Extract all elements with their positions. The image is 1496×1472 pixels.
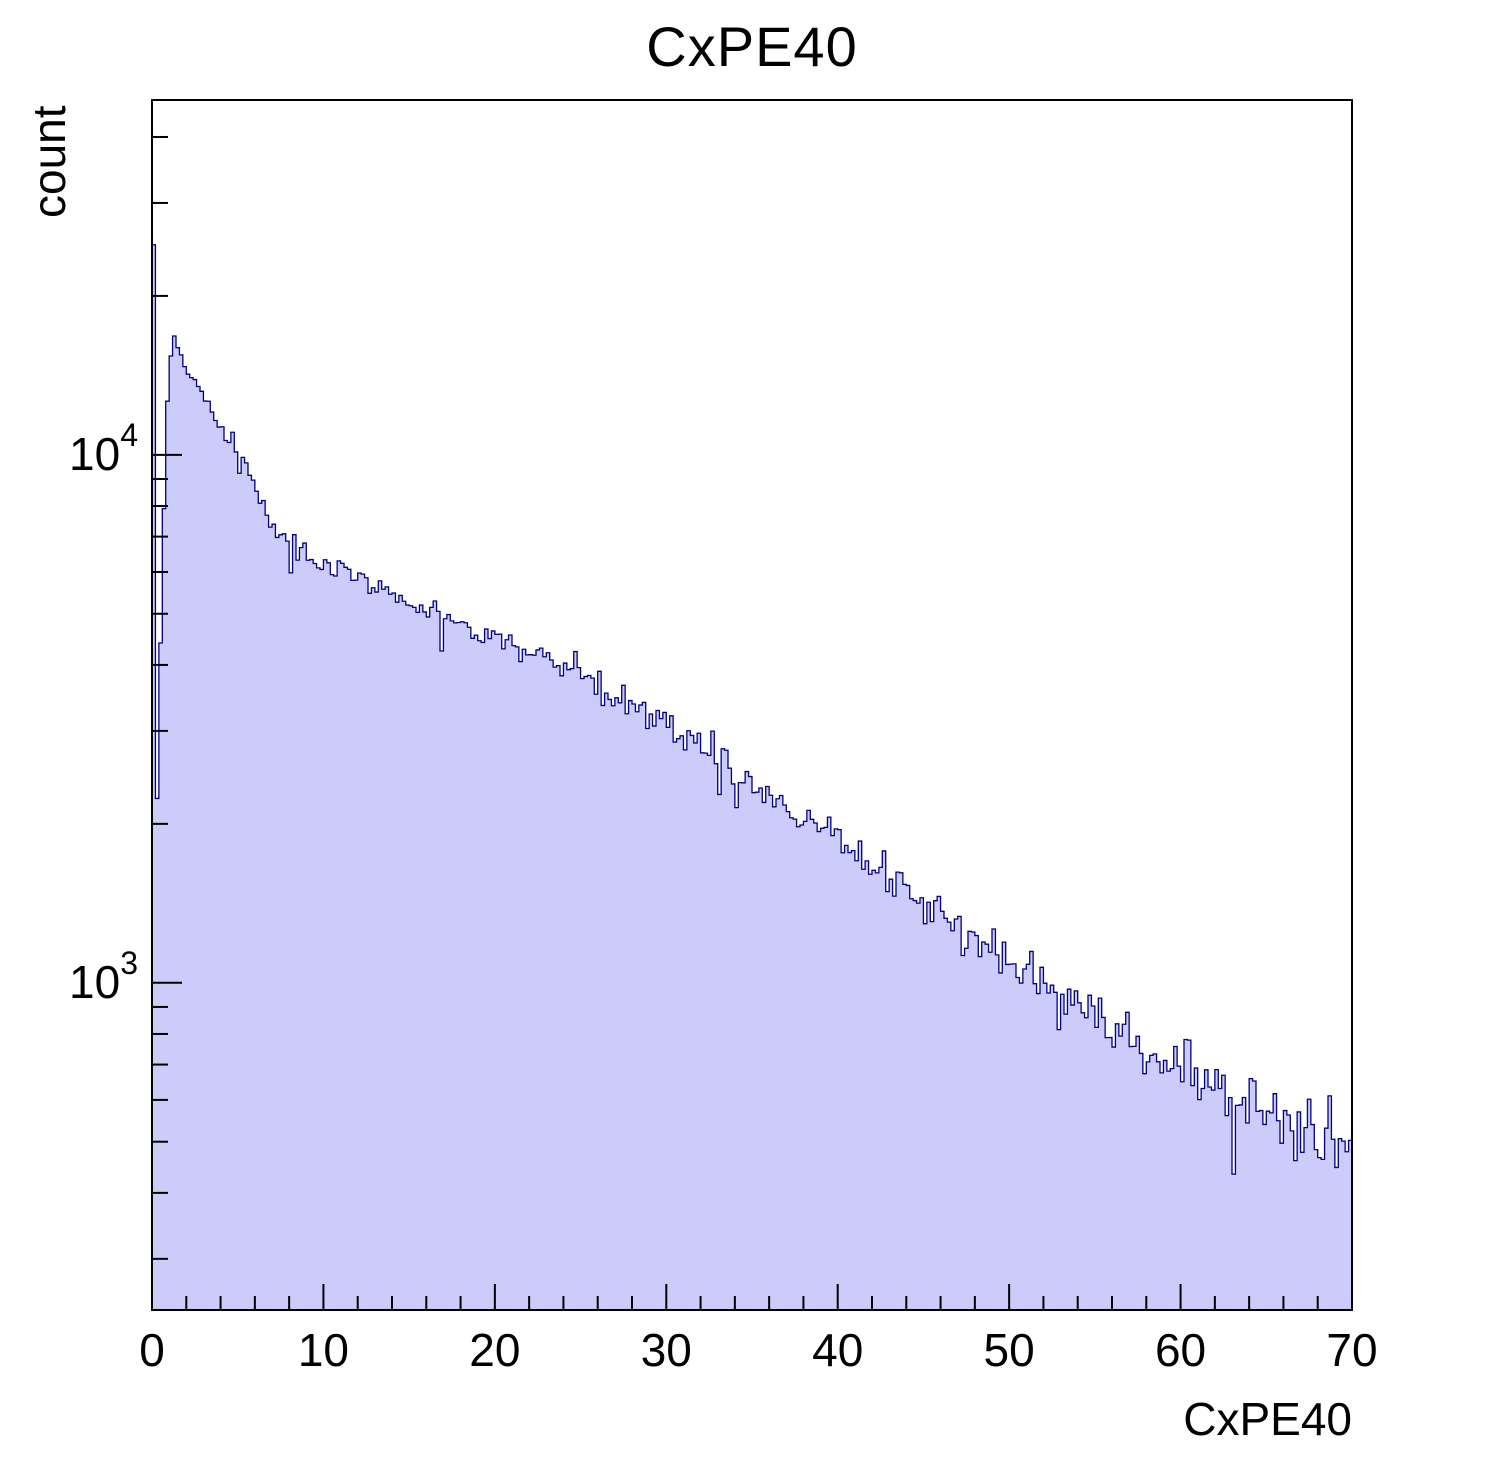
histogram-outline bbox=[151, 244, 1353, 1310]
axis-ticks bbox=[151, 135, 1353, 1310]
x-tick-label: 0 bbox=[139, 1324, 165, 1376]
y-axis-label: count bbox=[23, 105, 75, 218]
x-tick-label: 60 bbox=[1155, 1324, 1206, 1376]
x-tick-label: 20 bbox=[469, 1324, 520, 1376]
y-tick-label: 103 bbox=[69, 945, 138, 1008]
x-tick-label: 10 bbox=[298, 1324, 349, 1376]
x-tick-label: 50 bbox=[984, 1324, 1035, 1376]
chart-title: CxPE40 bbox=[646, 15, 858, 78]
plot-frame bbox=[151, 99, 1353, 1311]
x-tick-label: 30 bbox=[641, 1324, 692, 1376]
x-tick-label: 70 bbox=[1326, 1324, 1377, 1376]
axis-tick-labels: 0 10 20 30 40 50 60 70 103 104 bbox=[69, 417, 1378, 1376]
x-tick-label: 40 bbox=[812, 1324, 863, 1376]
x-axis-label: CxPE40 bbox=[1183, 1393, 1352, 1445]
y-tick-label: 104 bbox=[69, 417, 138, 480]
histogram-series bbox=[151, 244, 1353, 1311]
